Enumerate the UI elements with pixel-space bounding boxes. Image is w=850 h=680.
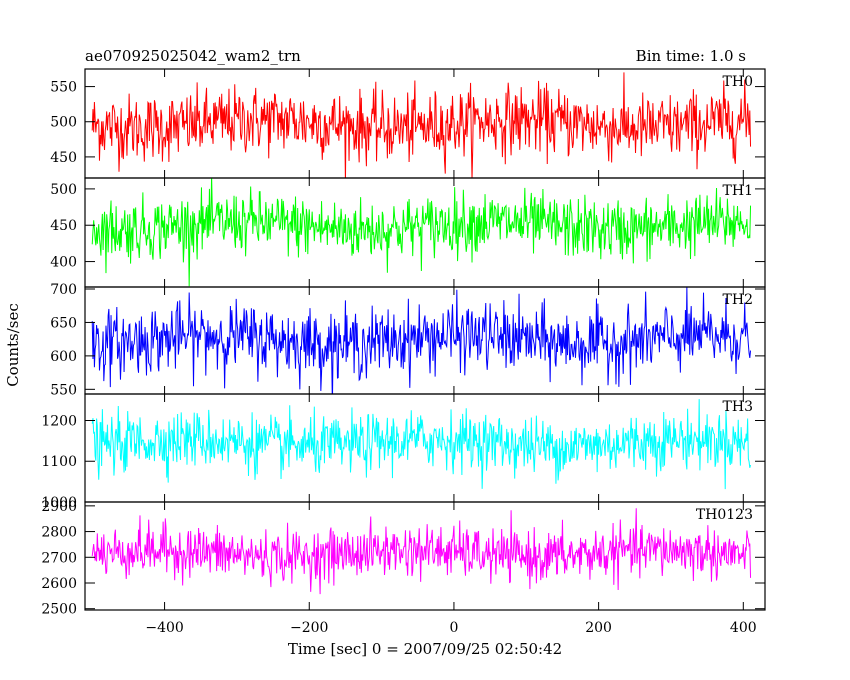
x-tick-label: 400 <box>730 620 757 636</box>
panel-frame <box>84 501 766 611</box>
bin-time-label: Bin time: 1.0 s <box>636 47 746 65</box>
y-tick-label: 2900 <box>41 499 77 515</box>
y-tick-label: 700 <box>50 282 77 298</box>
y-tick-label: 2700 <box>41 550 77 566</box>
x-tick-label: 200 <box>585 620 612 636</box>
panel-label: TH1 <box>723 183 753 199</box>
y-tick-label: 2600 <box>41 576 77 592</box>
y-axis-label: Counts/sec <box>4 303 22 387</box>
x-tick-label: 0 <box>449 620 458 636</box>
y-tick-label: 2500 <box>41 602 77 618</box>
panel-label: TH2 <box>723 292 753 308</box>
y-tick-label: 1000 <box>41 495 77 511</box>
y-tick-label: 450 <box>50 218 77 234</box>
series-line-th1 <box>91 178 752 287</box>
panel-th3: 1000 1100 1200 TH3 <box>41 393 766 511</box>
x-tick-label: −400 <box>145 620 183 636</box>
panel-th0123: 2500 2600 2700 2800 2900 TH0123 <box>41 499 766 618</box>
panel-label: TH3 <box>723 399 753 415</box>
series-line-th0 <box>91 72 752 178</box>
y-tick-label: 400 <box>50 255 77 271</box>
series-line-th0123 <box>91 508 752 595</box>
y-tick-label: 600 <box>50 349 77 365</box>
panel-label: TH0 <box>723 74 753 90</box>
series-line-th3 <box>91 399 752 490</box>
panel-label: TH0123 <box>696 507 753 523</box>
series-line-th2 <box>91 287 752 394</box>
y-tick-label: 650 <box>50 315 77 331</box>
x-axis-label: Time [sec] 0 = 2007/09/25 02:50:42 <box>288 640 562 658</box>
x-axis: −400 −200 0 200 400 <box>145 620 756 636</box>
y-tick-label: 550 <box>50 382 77 398</box>
y-tick-label: 450 <box>50 150 77 166</box>
y-tick-label: 1200 <box>41 413 77 429</box>
panel-th0: 450 500 550 TH0 <box>50 68 766 179</box>
panel-th1: 400 450 500 TH1 <box>50 177 766 288</box>
panel-th2: 550 600 650 700 TH2 <box>50 282 766 398</box>
y-tick-label: 1100 <box>41 454 77 470</box>
y-tick-label: 2800 <box>41 525 77 541</box>
chart-title: ae070925025042_wam2_trn <box>85 47 301 65</box>
y-tick-label: 500 <box>50 115 77 131</box>
y-tick-label: 500 <box>50 182 77 198</box>
y-tick-label: 550 <box>50 80 77 96</box>
x-tick-label: −200 <box>290 620 328 636</box>
panel-stack: 450 500 550 TH0 400 450 500 TH1 550 600 650 700 TH2 1… <box>41 68 766 618</box>
